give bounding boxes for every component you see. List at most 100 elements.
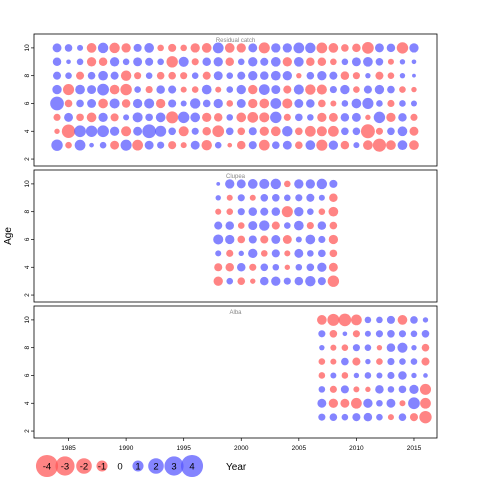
bubble [76,99,84,108]
y-tick-label: 4 [24,401,31,405]
bubble [351,112,361,122]
bubble [272,193,280,202]
bubble [226,194,233,201]
bubble [191,72,199,79]
bubble [284,264,291,270]
bubble [408,397,420,410]
bubble [144,43,154,53]
x-axis: 1985 1990 1995 2000 2005 2010 2015 [61,438,422,452]
bubble [338,313,352,327]
bubble [387,371,395,380]
bubble [317,315,327,325]
bubble [52,84,62,95]
bubble [259,126,269,136]
bubble [213,71,223,81]
bubble [363,398,373,408]
bubble [293,220,304,231]
bubble [97,42,109,54]
bubble [329,221,338,230]
bubble [156,71,165,80]
bubble [421,343,430,352]
bubble [282,43,292,53]
bubble [99,141,107,149]
bubble [236,112,247,123]
bubble [190,43,200,53]
bubble [328,112,338,122]
bubble [409,43,419,53]
panel: Residual catch 2 4 6 8 10 [24,33,438,167]
panel-frame [33,305,438,439]
legend-label: -3 [61,462,69,473]
bubble [225,57,234,67]
bubble [271,207,281,216]
bubble [65,141,72,149]
bubble [63,84,75,96]
bubble [271,221,280,230]
bubble [237,58,245,66]
bubble [226,249,234,257]
bubble [52,43,62,53]
bubble [260,235,269,244]
bubble [282,71,292,81]
bubble [224,43,235,53]
bubble [180,44,187,52]
bubble [237,235,246,244]
bubble [212,42,224,54]
bubble [144,98,155,109]
bubble [89,142,94,148]
bubble [155,125,167,137]
bubble [259,178,270,189]
bubble [168,99,177,108]
bubble [282,98,293,109]
bubble [318,413,326,421]
bubble [317,112,327,123]
bubble [226,208,234,215]
bubble [237,127,246,136]
bubble [145,57,154,66]
bubble [364,330,371,337]
bubble [202,99,211,108]
bubble [386,112,396,123]
bubble [121,99,131,108]
bubble [330,344,337,351]
bubble [123,114,130,121]
bubble [340,140,350,150]
bubble [318,372,326,379]
bubble [249,263,257,271]
bubble [190,140,200,150]
bubble [52,71,62,80]
bubble [376,372,383,379]
bubble [327,275,340,287]
bubble [327,125,339,137]
bubble [282,57,292,67]
bubble [74,139,86,151]
bubble [98,70,108,81]
bubble [191,86,199,93]
bubble [180,100,187,107]
bubble [64,44,73,52]
bubble [248,248,258,259]
bubble [76,58,84,66]
bubble [294,179,304,189]
bubble [214,221,223,230]
bubble [294,207,304,217]
bubble [352,413,361,422]
bubble [365,72,371,79]
bubble [248,43,258,53]
bubble [396,42,409,54]
bubble [330,100,337,107]
bubble [270,56,281,67]
bubble [50,96,64,111]
bubble [318,358,326,365]
bubble [144,140,154,150]
bubble [374,43,384,53]
x-tick-label: 2010 [349,445,364,452]
bubble [375,127,383,135]
legend-bubble [132,460,144,472]
bubble [226,86,234,93]
bubble [330,58,337,66]
panel-title: Clupea [226,174,246,180]
bubble [306,263,315,272]
legend-label: 3 [171,462,176,473]
bubble [133,57,143,67]
